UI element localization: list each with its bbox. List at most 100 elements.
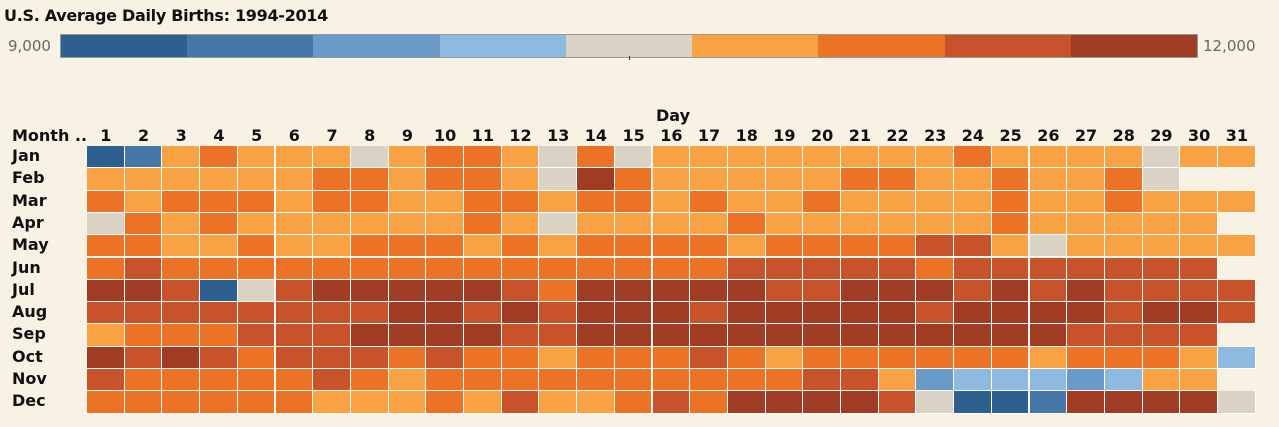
heatmap-cell xyxy=(614,146,653,169)
heatmap-cell xyxy=(727,346,766,369)
day-label: 17 xyxy=(697,126,721,145)
heatmap-cell xyxy=(1180,235,1218,258)
heatmap-cell xyxy=(237,146,276,169)
heatmap-cell xyxy=(1180,324,1218,347)
heatmap-cell xyxy=(200,346,238,369)
legend-center-tick xyxy=(629,56,630,60)
heatmap-cell xyxy=(426,190,464,213)
heatmap-cell xyxy=(1104,190,1143,213)
heatmap-cell xyxy=(803,279,841,303)
heatmap-cell xyxy=(388,257,427,280)
heatmap-cell xyxy=(200,369,238,392)
day-label: 16 xyxy=(660,126,683,145)
heatmap-cell xyxy=(577,346,615,369)
heatmap-cell xyxy=(464,257,502,280)
heatmap-cell xyxy=(350,346,389,369)
day-label: 2 xyxy=(137,126,150,145)
heatmap-cell xyxy=(652,235,691,258)
heatmap-cell xyxy=(765,168,804,191)
heatmap-cell xyxy=(577,190,615,213)
heatmap-cell xyxy=(200,391,238,414)
day-label: 24 xyxy=(961,126,985,145)
heatmap-cell xyxy=(539,391,578,414)
heatmap-cell xyxy=(765,346,804,369)
day-label: 31 xyxy=(1225,126,1248,145)
day-label: 21 xyxy=(848,126,871,145)
month-label: May xyxy=(12,235,49,255)
heatmap-cell xyxy=(87,369,125,392)
heatmap-cell xyxy=(87,235,125,258)
heatmap-cell xyxy=(501,168,540,191)
heatmap-cell xyxy=(878,279,917,303)
heatmap-cell xyxy=(841,391,879,414)
day-label: 27 xyxy=(1074,126,1098,145)
heatmap-cell xyxy=(87,190,125,213)
heatmap-cell xyxy=(727,369,766,392)
heatmap-cell xyxy=(954,369,992,392)
heatmap-cell xyxy=(1218,391,1256,414)
day-label: 19 xyxy=(773,126,796,145)
heatmap-cell xyxy=(1142,346,1181,369)
heatmap-cell xyxy=(501,324,540,347)
heatmap-cell xyxy=(464,146,502,169)
heatmap-cell xyxy=(87,346,125,369)
month-label: Mar xyxy=(12,190,47,210)
day-label: 20 xyxy=(811,126,834,145)
heatmap-cell xyxy=(87,146,125,169)
heatmap-cell xyxy=(954,391,992,414)
heatmap-cell xyxy=(727,146,766,169)
heatmap-cell xyxy=(1067,346,1105,369)
heatmap-cell xyxy=(1029,302,1068,325)
heatmap-cell xyxy=(1067,302,1105,325)
heatmap-cell xyxy=(878,369,917,392)
heatmap-cell xyxy=(1142,212,1181,236)
heatmap-cell xyxy=(1104,257,1143,280)
heatmap-cell xyxy=(690,279,728,303)
heatmap-cell xyxy=(426,302,464,325)
day-label: 7 xyxy=(326,126,338,145)
heatmap-cell xyxy=(162,190,201,213)
day-label: 1 xyxy=(100,126,112,145)
day-label: 3 xyxy=(175,126,187,145)
heatmap-cell xyxy=(1180,369,1218,392)
heatmap-cell xyxy=(614,391,653,414)
heatmap-cell xyxy=(1180,346,1218,369)
x-axis-title: Day xyxy=(656,106,691,125)
heatmap-cell xyxy=(916,346,955,369)
heatmap-cell xyxy=(1218,235,1256,258)
heatmap-cell xyxy=(614,346,653,369)
heatmap-cell xyxy=(162,279,201,303)
heatmap-cell xyxy=(652,212,691,236)
heatmap-cell xyxy=(727,324,766,347)
heatmap-cell xyxy=(916,391,955,414)
legend-swatch-7 xyxy=(944,35,1071,57)
heatmap-cell xyxy=(1180,190,1218,213)
heatmap-cell xyxy=(388,190,427,213)
month-label: Sep xyxy=(12,324,46,344)
heatmap-cell xyxy=(652,279,691,303)
day-label: 12 xyxy=(509,126,532,145)
heatmap-cell xyxy=(200,257,238,280)
heatmap-cell xyxy=(350,302,389,325)
legend-swatch-1 xyxy=(187,35,314,57)
month-label: Apr xyxy=(12,212,44,232)
heatmap-cell xyxy=(1142,391,1181,414)
heatmap-cell xyxy=(162,391,201,414)
heatmap-cell xyxy=(916,190,955,213)
heatmap-cell xyxy=(1218,190,1256,213)
day-label: 29 xyxy=(1150,126,1173,145)
heatmap-cell xyxy=(841,346,879,369)
heatmap-cell xyxy=(501,235,540,258)
heatmap-cell xyxy=(1180,302,1218,325)
heatmap-cell xyxy=(577,369,615,392)
heatmap-cell xyxy=(954,257,992,280)
heatmap-cell xyxy=(1142,257,1181,280)
heatmap-cell xyxy=(727,168,766,191)
heatmap-cell xyxy=(275,190,314,213)
heatmap-cell xyxy=(350,391,389,414)
heatmap-cell xyxy=(1142,235,1181,258)
heatmap-cell xyxy=(426,369,464,392)
heatmap-cell xyxy=(614,324,653,347)
heatmap-cell xyxy=(464,212,502,236)
heatmap-cell xyxy=(1029,146,1068,169)
